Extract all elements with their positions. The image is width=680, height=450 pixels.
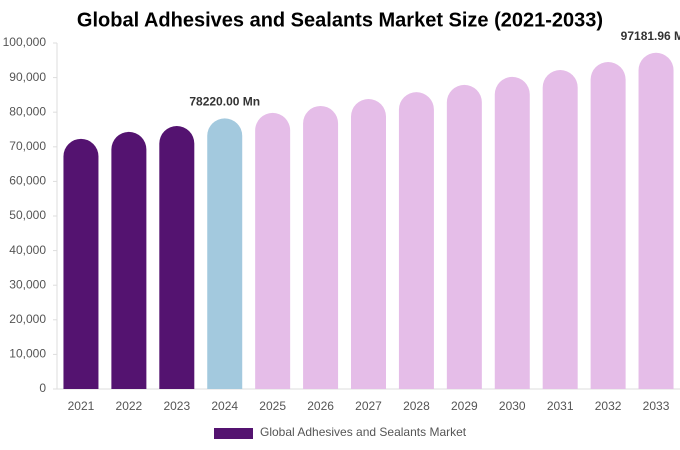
bar (398, 92, 434, 389)
y-tick-label: 20,000 (9, 312, 46, 326)
y-tick-label: 60,000 (9, 174, 46, 188)
x-tick-label: 2029 (451, 399, 478, 413)
bar (494, 76, 530, 390)
y-tick-label: 10,000 (9, 347, 46, 361)
x-tick-label: 2022 (116, 399, 143, 413)
y-tick-label: 90,000 (9, 70, 46, 84)
y-tick-label: 100,000 (3, 35, 47, 49)
legend-swatch (214, 428, 253, 439)
bar (255, 112, 291, 390)
bar (111, 131, 147, 389)
bar (446, 84, 482, 389)
x-tick-label: 2021 (68, 399, 95, 413)
y-tick-label: 50,000 (9, 208, 46, 222)
x-tick-label: 2026 (307, 399, 334, 413)
bar (63, 138, 99, 389)
y-tick-label: 30,000 (9, 277, 46, 291)
x-tick-label: 2023 (163, 399, 190, 413)
y-tick-label: 40,000 (9, 243, 46, 257)
y-tick-label: 80,000 (9, 104, 46, 118)
bar (542, 69, 578, 389)
x-tick-label: 2025 (259, 399, 286, 413)
x-tick-label: 2032 (595, 399, 622, 413)
x-tick-label: 2028 (403, 399, 430, 413)
y-tick-label: 0 (39, 381, 46, 395)
x-tick-label: 2024 (211, 399, 238, 413)
bar (159, 126, 195, 389)
value-label: 78220.00 Mn (189, 95, 260, 109)
legend-label: Global Adhesives and Sealants Market (260, 425, 467, 439)
y-tick-label: 70,000 (9, 139, 46, 153)
x-tick-label: 2033 (643, 399, 670, 413)
value-label: 97181.96 Mn (621, 29, 680, 43)
x-tick-label: 2027 (355, 399, 382, 413)
bar (638, 52, 674, 389)
bar (207, 118, 243, 389)
bar (351, 99, 386, 389)
bar (590, 62, 626, 389)
chart-title: Global Adhesives and Sealants Market Siz… (77, 9, 603, 31)
x-tick-label: 2030 (499, 399, 526, 413)
bar (303, 105, 339, 390)
x-tick-label: 2031 (547, 399, 574, 413)
